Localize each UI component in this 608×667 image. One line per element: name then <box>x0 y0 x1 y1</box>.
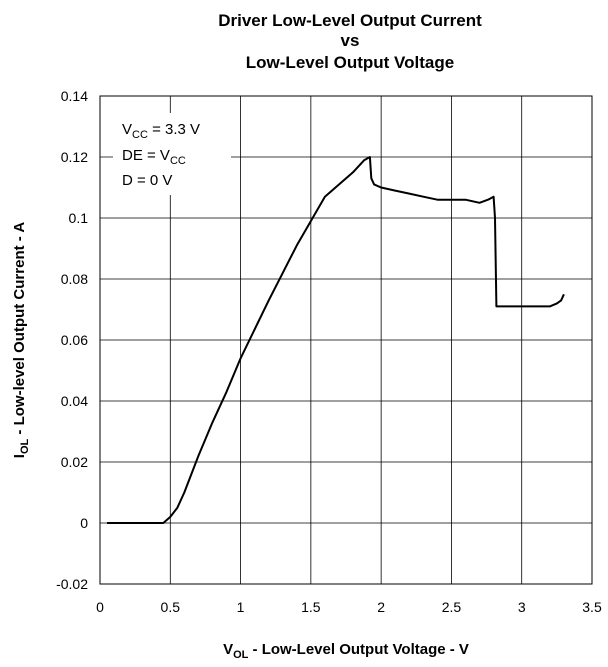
chart-title-line-1: Driver Low-Level Output Current <box>218 11 482 30</box>
x-tick-label: 3.5 <box>582 599 602 615</box>
y-tick-label: 0.06 <box>61 332 88 348</box>
x-axis-label: VOL - Low-Level Output Voltage - V <box>223 641 469 661</box>
y-tick-label: 0.04 <box>61 393 88 409</box>
y-tick-label: 0.02 <box>61 454 88 470</box>
x-tick-label: 2.5 <box>442 599 462 615</box>
annotation-de: DE = VCC <box>122 147 186 167</box>
y-tick-label: 0.08 <box>61 271 88 287</box>
x-tick-labels: 0 0.5 1 1.5 2 2.5 3 3.5 <box>96 599 602 615</box>
plot-area <box>99 95 593 585</box>
x-tick-label: 0.5 <box>161 599 181 615</box>
x-tick-label: 1.5 <box>301 599 321 615</box>
y-axis-label: IOL - Low-level Output Current - A <box>11 222 31 459</box>
series-line <box>107 156 565 524</box>
x-tick-label: 3 <box>518 599 526 615</box>
y-tick-label: 0.1 <box>69 210 89 226</box>
y-tick-label: 0.14 <box>61 88 88 104</box>
y-tick-label: -0.02 <box>56 576 88 592</box>
x-tick-label: 0 <box>96 599 104 615</box>
y-tick-label: 0 <box>80 515 88 531</box>
annotation-d: D = 0 V <box>122 172 172 189</box>
x-tick-label: 2 <box>377 599 385 615</box>
y-tick-label: 0.12 <box>61 149 88 165</box>
plot-frame <box>99 95 593 585</box>
chart-title-line-3: Low-Level Output Voltage <box>246 53 454 72</box>
x-tick-label: 1 <box>237 599 245 615</box>
annotation-vcc: VCC = 3.3 V <box>122 121 200 141</box>
chart-title-line-2: vs <box>341 31 360 50</box>
y-tick-labels: -0.02 0 0.02 0.04 0.06 0.08 0.1 0.12 0.14 <box>56 88 88 592</box>
annotation-background <box>113 113 231 195</box>
